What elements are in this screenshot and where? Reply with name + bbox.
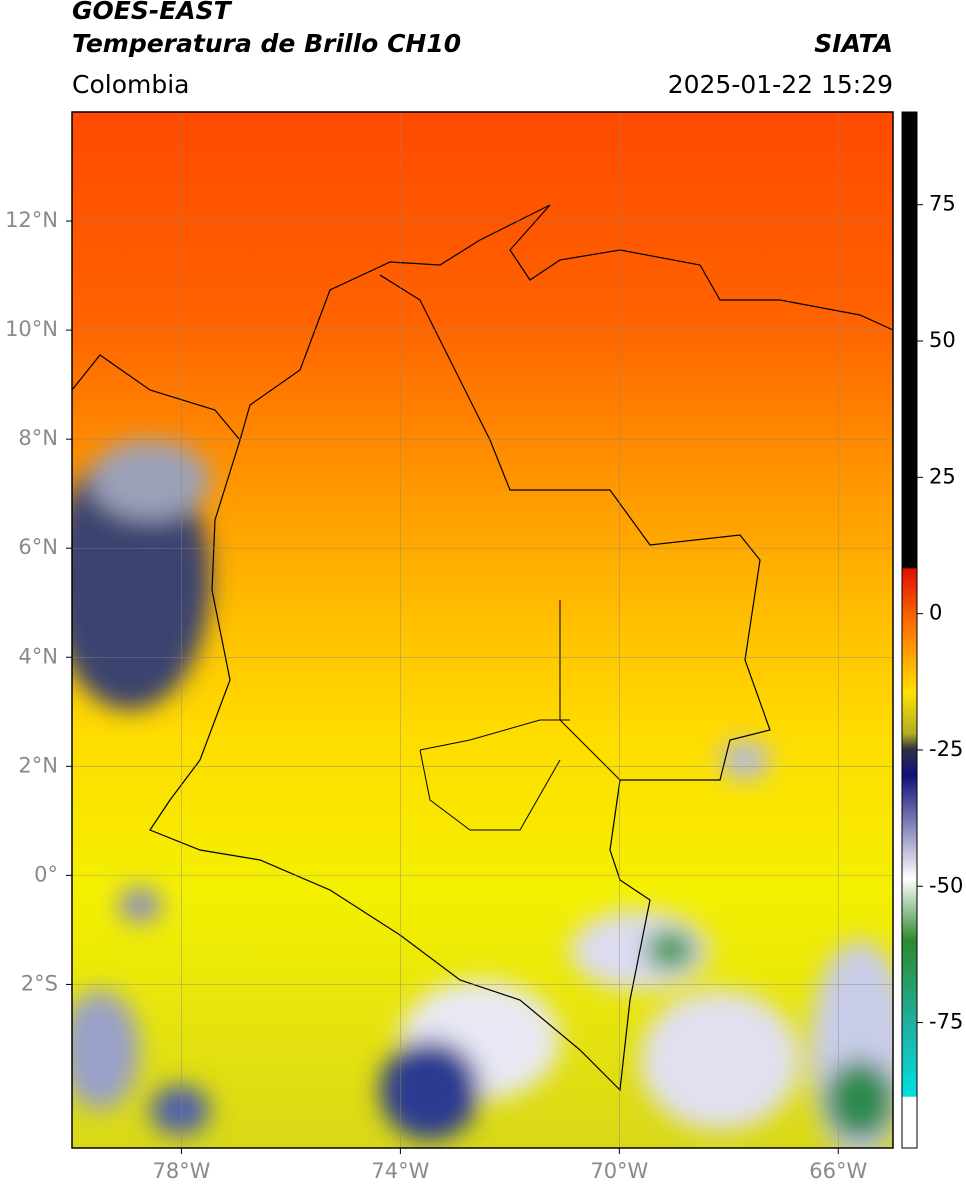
source: SIATA [814,29,893,58]
y-tick-label: 10°N [5,317,58,341]
timestamp: 2025-01-22 15:29 [668,70,893,99]
y-tick-label: 2°N [18,753,58,777]
colorbar-label: -25 [929,737,963,761]
title: GOES-EAST [72,0,233,25]
region: Colombia [72,70,189,99]
map-frame [71,111,894,1149]
colorbar-label: 50 [929,328,956,352]
y-tick-label: 8°N [18,426,58,450]
x-tick-label: 78°W [152,1159,210,1183]
y-tick-label: 2°S [21,971,58,995]
colorbar-label: 25 [929,464,956,488]
colorbar-label: -50 [929,873,963,897]
y-tick-label: 4°N [18,644,58,668]
y-tick-label: 6°N [18,535,58,559]
colorbar [901,111,918,1149]
x-tick-label: 70°W [590,1159,648,1183]
x-tick-label: 74°W [371,1159,429,1183]
subtitle: Temperatura de Brillo CH10 [72,29,461,58]
satellite-image [72,112,893,1148]
y-tick-label: 12°N [5,208,58,232]
x-tick-label: 66°W [809,1159,867,1183]
colorbar-label: 0 [929,601,942,625]
y-tick-label: 0° [34,862,58,886]
colorbar-label: -75 [929,1010,963,1034]
colorbar-label: 75 [929,192,956,216]
